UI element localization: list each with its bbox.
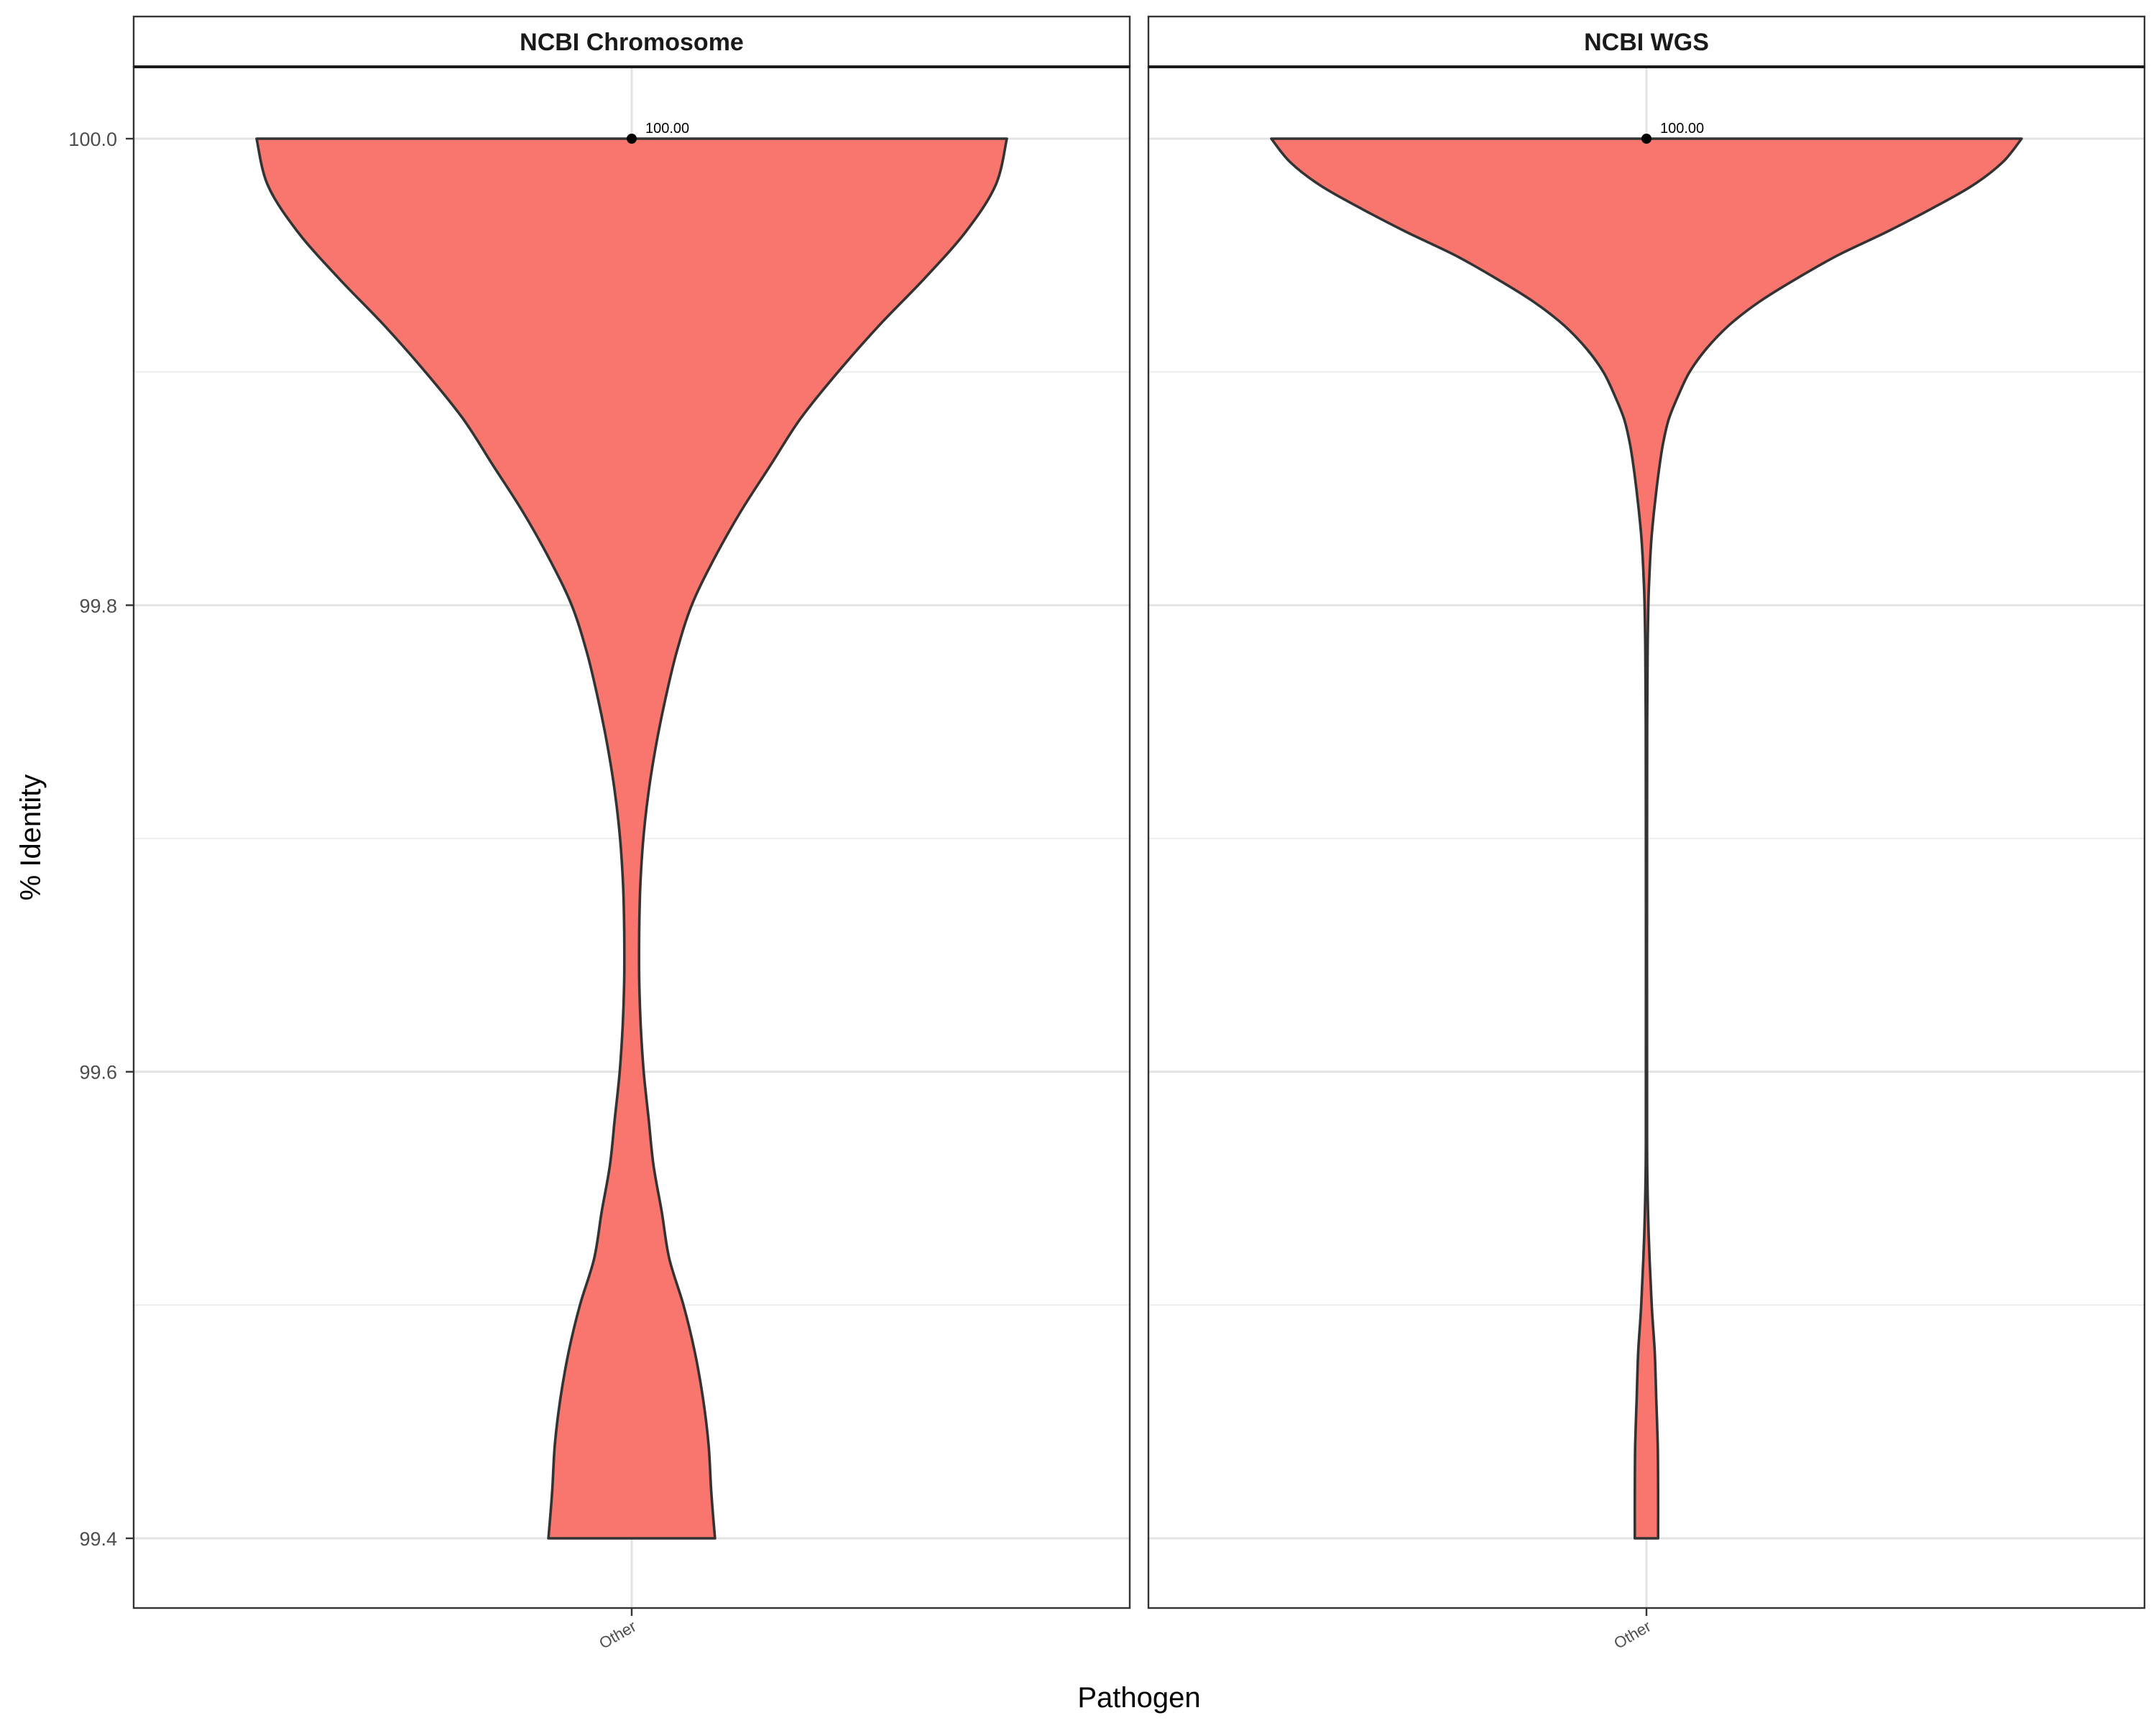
x-tick-label: Other: [1611, 1617, 1654, 1653]
violin-shape: [255, 137, 1008, 1540]
y-tick-label: 99.4: [79, 1528, 117, 1550]
y-tick-label: 99.8: [79, 595, 117, 616]
median-label: 100.00: [645, 121, 689, 137]
facet-panel-2: 100.00 NCBI WGS Other: [1147, 15, 2146, 1653]
facet-panel-1: 100.00 NCBI Chromosome Other: [132, 15, 1131, 1653]
median-point: [1641, 134, 1651, 144]
y-axis-title: % Identity: [15, 775, 47, 901]
x-axis-title: Pathogen: [1077, 1682, 1200, 1714]
x-tick-label: Other: [596, 1617, 639, 1653]
facet-title: NCBI WGS: [1584, 29, 1709, 56]
y-tick-label: 99.6: [79, 1062, 117, 1084]
median-point: [627, 134, 637, 144]
facet-strip: [132, 15, 1131, 68]
y-tick-label: 100.0: [68, 129, 117, 150]
facet-title: NCBI Chromosome: [520, 29, 744, 56]
median-label: 100.00: [1660, 121, 1704, 137]
violin-shape: [1270, 137, 2023, 1540]
